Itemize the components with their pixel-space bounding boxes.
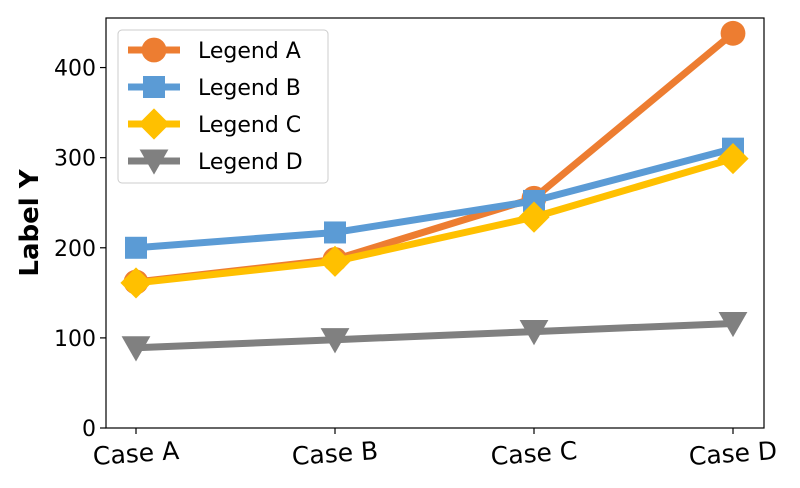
data-point (717, 142, 749, 175)
x-tick-label: Case C (490, 436, 578, 471)
x-tick-label: Case D (688, 436, 778, 471)
legend-box (117, 29, 329, 184)
legend-label: Legend D (198, 150, 303, 175)
data-point (720, 20, 746, 46)
y-tick-label: 200 (54, 237, 96, 262)
data-point (125, 236, 147, 259)
x-tick-label: Case B (291, 436, 379, 471)
legend-marker (141, 37, 167, 63)
series-4 (121, 311, 748, 362)
data-point (319, 245, 351, 277)
series-layer (120, 20, 749, 362)
y-axis: 0 100 200 300 400 (54, 57, 106, 442)
legend-label: Legend A (198, 39, 301, 64)
y-axis-label: Label Y (15, 168, 45, 276)
series-line (135, 319, 734, 352)
legend-marker (143, 76, 165, 98)
legend-label: Legend C (198, 113, 301, 138)
legend-marker (139, 149, 169, 175)
x-axis: Case A Case B Case C Case D (92, 428, 778, 471)
data-point (120, 267, 152, 299)
data-point (121, 336, 151, 362)
legend-entry: Legend A (128, 37, 301, 64)
y-tick-label: 100 (54, 327, 96, 352)
y-tick-label: 300 (54, 147, 96, 172)
data-point (519, 320, 549, 346)
data-point (324, 221, 346, 244)
legend-marker (138, 108, 170, 140)
legend-entry: Legend C (128, 108, 301, 140)
legend: Legend A Legend B Legend C Legend D (117, 29, 329, 184)
legend-entry: Legend B (128, 76, 301, 101)
y-tick-label: 400 (54, 57, 96, 82)
legend-label: Legend B (198, 76, 301, 101)
x-tick-label: Case A (92, 436, 180, 471)
legend-entry: Legend D (128, 149, 303, 175)
series-line (135, 145, 734, 252)
series-3 (120, 142, 749, 299)
plot-frame (105, 17, 765, 429)
data-point (523, 189, 545, 212)
data-point (718, 311, 748, 338)
series-line (135, 155, 734, 287)
data-point (518, 201, 550, 233)
y-tick-label: 0 (82, 417, 96, 442)
data-point (320, 328, 350, 354)
